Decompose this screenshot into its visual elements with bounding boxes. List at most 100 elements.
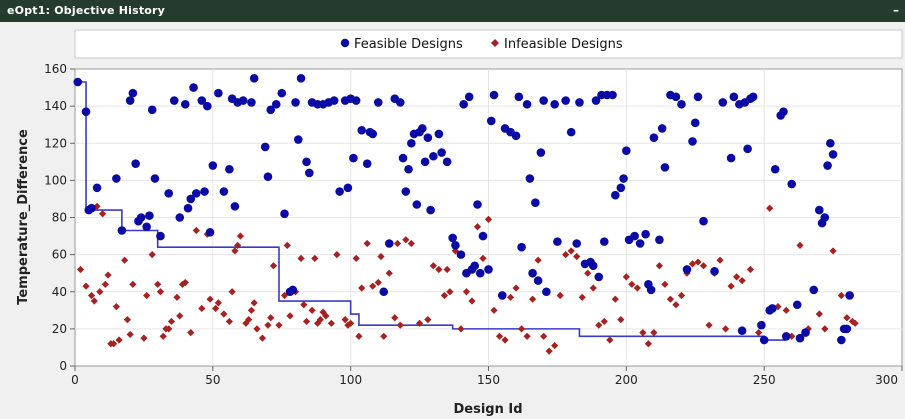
feasible-point	[117, 226, 127, 235]
infeasible-point	[178, 280, 187, 288]
x-tick-label: 50	[205, 373, 220, 387]
feasible-point	[131, 159, 140, 168]
feasible-point	[145, 211, 154, 220]
infeasible-point	[165, 325, 173, 333]
feasible-point	[423, 133, 433, 142]
infeasible-point	[283, 241, 291, 249]
feasible-point	[266, 105, 276, 115]
infeasible-point	[115, 336, 123, 344]
feasible-point	[690, 118, 700, 128]
x-tick-label: 250	[753, 373, 776, 387]
infeasible-point	[611, 295, 619, 303]
feasible-point	[125, 96, 135, 105]
feasible-point	[136, 213, 146, 222]
x-axis-label: Design Id	[453, 402, 522, 417]
infeasible-point	[650, 328, 658, 337]
feasible-point	[608, 90, 617, 100]
infeasible-point	[468, 297, 476, 305]
feasible-point	[484, 265, 493, 274]
infeasible-point	[688, 260, 697, 268]
infeasible-point	[173, 293, 181, 301]
feasible-point	[792, 300, 802, 310]
infeasible-point	[269, 262, 278, 270]
infeasible-point	[167, 317, 176, 326]
feasible-point	[748, 92, 758, 102]
infeasible-point	[415, 319, 424, 327]
feasible-point	[795, 333, 805, 343]
minimize-button[interactable]: –	[893, 3, 899, 17]
infeasible-point	[501, 336, 509, 344]
feasible-point	[710, 267, 719, 276]
infeasible-point	[446, 288, 454, 296]
infeasible-point	[253, 325, 261, 333]
feasible-point	[517, 242, 526, 252]
infeasible-point	[755, 328, 763, 337]
feasible-point	[815, 205, 824, 215]
infeasible-point	[363, 239, 371, 248]
infeasible-point	[308, 306, 316, 314]
infeasible-point	[242, 319, 250, 327]
infeasible-point	[699, 262, 708, 270]
infeasible-point	[225, 317, 233, 326]
feasible-point	[533, 276, 543, 285]
infeasible-point	[198, 304, 206, 313]
feasible-point	[531, 198, 540, 207]
feasible-point	[737, 326, 747, 336]
infeasible-point	[369, 282, 377, 290]
feasible-point	[277, 88, 287, 98]
infeasible-point	[247, 306, 256, 314]
feasible-point	[522, 99, 532, 109]
x-tick-label: 100	[339, 373, 362, 387]
feasible-point	[203, 101, 212, 111]
infeasible-point	[829, 247, 837, 255]
feasible-point	[302, 157, 311, 167]
y-axis-label: Temperature_Difference	[16, 129, 31, 305]
legend-box	[74, 29, 903, 59]
feasible-point	[142, 222, 151, 232]
x-tick-label: 0	[71, 373, 79, 387]
feasible-point	[759, 335, 769, 345]
feasible-point	[842, 324, 852, 334]
window-titlebar: eOpt1: Objective History –	[0, 0, 905, 22]
feasible-point	[291, 98, 300, 107]
feasible-point	[809, 285, 819, 295]
chart-panel: Feasible Designs Infeasible Designs 0 20 4…	[0, 22, 905, 419]
feasible-point	[768, 304, 777, 313]
feasible-point	[191, 189, 201, 198]
infeasible-point	[380, 332, 388, 340]
infeasible-point	[393, 239, 402, 248]
infeasible-point	[302, 317, 311, 326]
feasible-point	[525, 174, 535, 183]
feasible-point	[542, 287, 551, 297]
infeasible-point	[231, 247, 239, 255]
infeasible-point	[666, 295, 675, 303]
infeasible-point	[429, 262, 437, 270]
infeasible-point	[633, 284, 641, 292]
feasible-point	[641, 229, 650, 239]
infeasible-point	[584, 269, 592, 277]
infeasible-point	[250, 299, 258, 307]
feasible-point	[536, 148, 546, 157]
infeasible-point	[843, 314, 851, 322]
feasible-point	[373, 98, 383, 107]
infeasible-point	[327, 319, 335, 327]
infeasible-point	[540, 332, 548, 340]
feasible-point	[362, 159, 372, 168]
feasible-point	[801, 328, 810, 337]
feasible-point	[616, 183, 626, 193]
legend-feasible-marker	[340, 38, 350, 48]
feasible-point	[293, 135, 303, 144]
feasible-point	[434, 129, 444, 139]
infeasible-point	[109, 340, 118, 348]
feasible-point	[599, 237, 609, 246]
feasible-point	[379, 287, 389, 297]
feasible-point	[156, 231, 165, 241]
feasible-point	[657, 124, 667, 133]
feasible-point	[575, 98, 584, 107]
feasible-point	[271, 99, 281, 109]
feasible-point	[401, 187, 411, 196]
feasible-point	[550, 99, 559, 109]
feasible-point	[459, 99, 468, 109]
infeasible-point	[672, 301, 680, 309]
y-tick-label: 40	[52, 285, 67, 299]
